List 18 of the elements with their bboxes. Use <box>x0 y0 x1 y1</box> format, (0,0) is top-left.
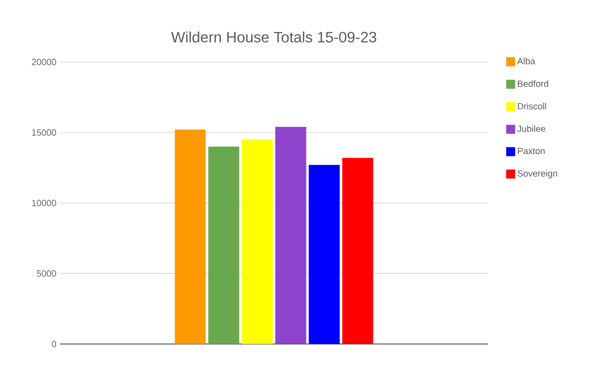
legend-label: Bedford <box>518 80 548 87</box>
y-tick-label: 15000 <box>32 129 56 136</box>
y-tick-label: 10000 <box>32 200 56 206</box>
y-tick-label: 20000 <box>32 58 56 66</box>
bar <box>342 158 374 344</box>
y-tick-label: 0 <box>52 340 56 348</box>
legend-label: Alba <box>517 58 536 64</box>
bar <box>208 146 240 344</box>
y-tick-label: 5000 <box>36 270 56 277</box>
bar <box>308 164 340 344</box>
bar <box>275 126 306 344</box>
legend-label: Sovereign <box>518 170 558 178</box>
chart-title: Wildern House Totals 15-09-23 <box>171 31 376 42</box>
bar <box>242 140 273 344</box>
legend-label: Paxton <box>518 148 545 154</box>
legend-label: Driscoll <box>518 102 546 110</box>
legend-label: Jubilee <box>517 125 546 132</box>
bar <box>174 130 206 344</box>
